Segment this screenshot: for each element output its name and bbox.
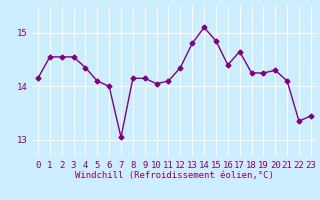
X-axis label: Windchill (Refroidissement éolien,°C): Windchill (Refroidissement éolien,°C) <box>75 171 274 180</box>
